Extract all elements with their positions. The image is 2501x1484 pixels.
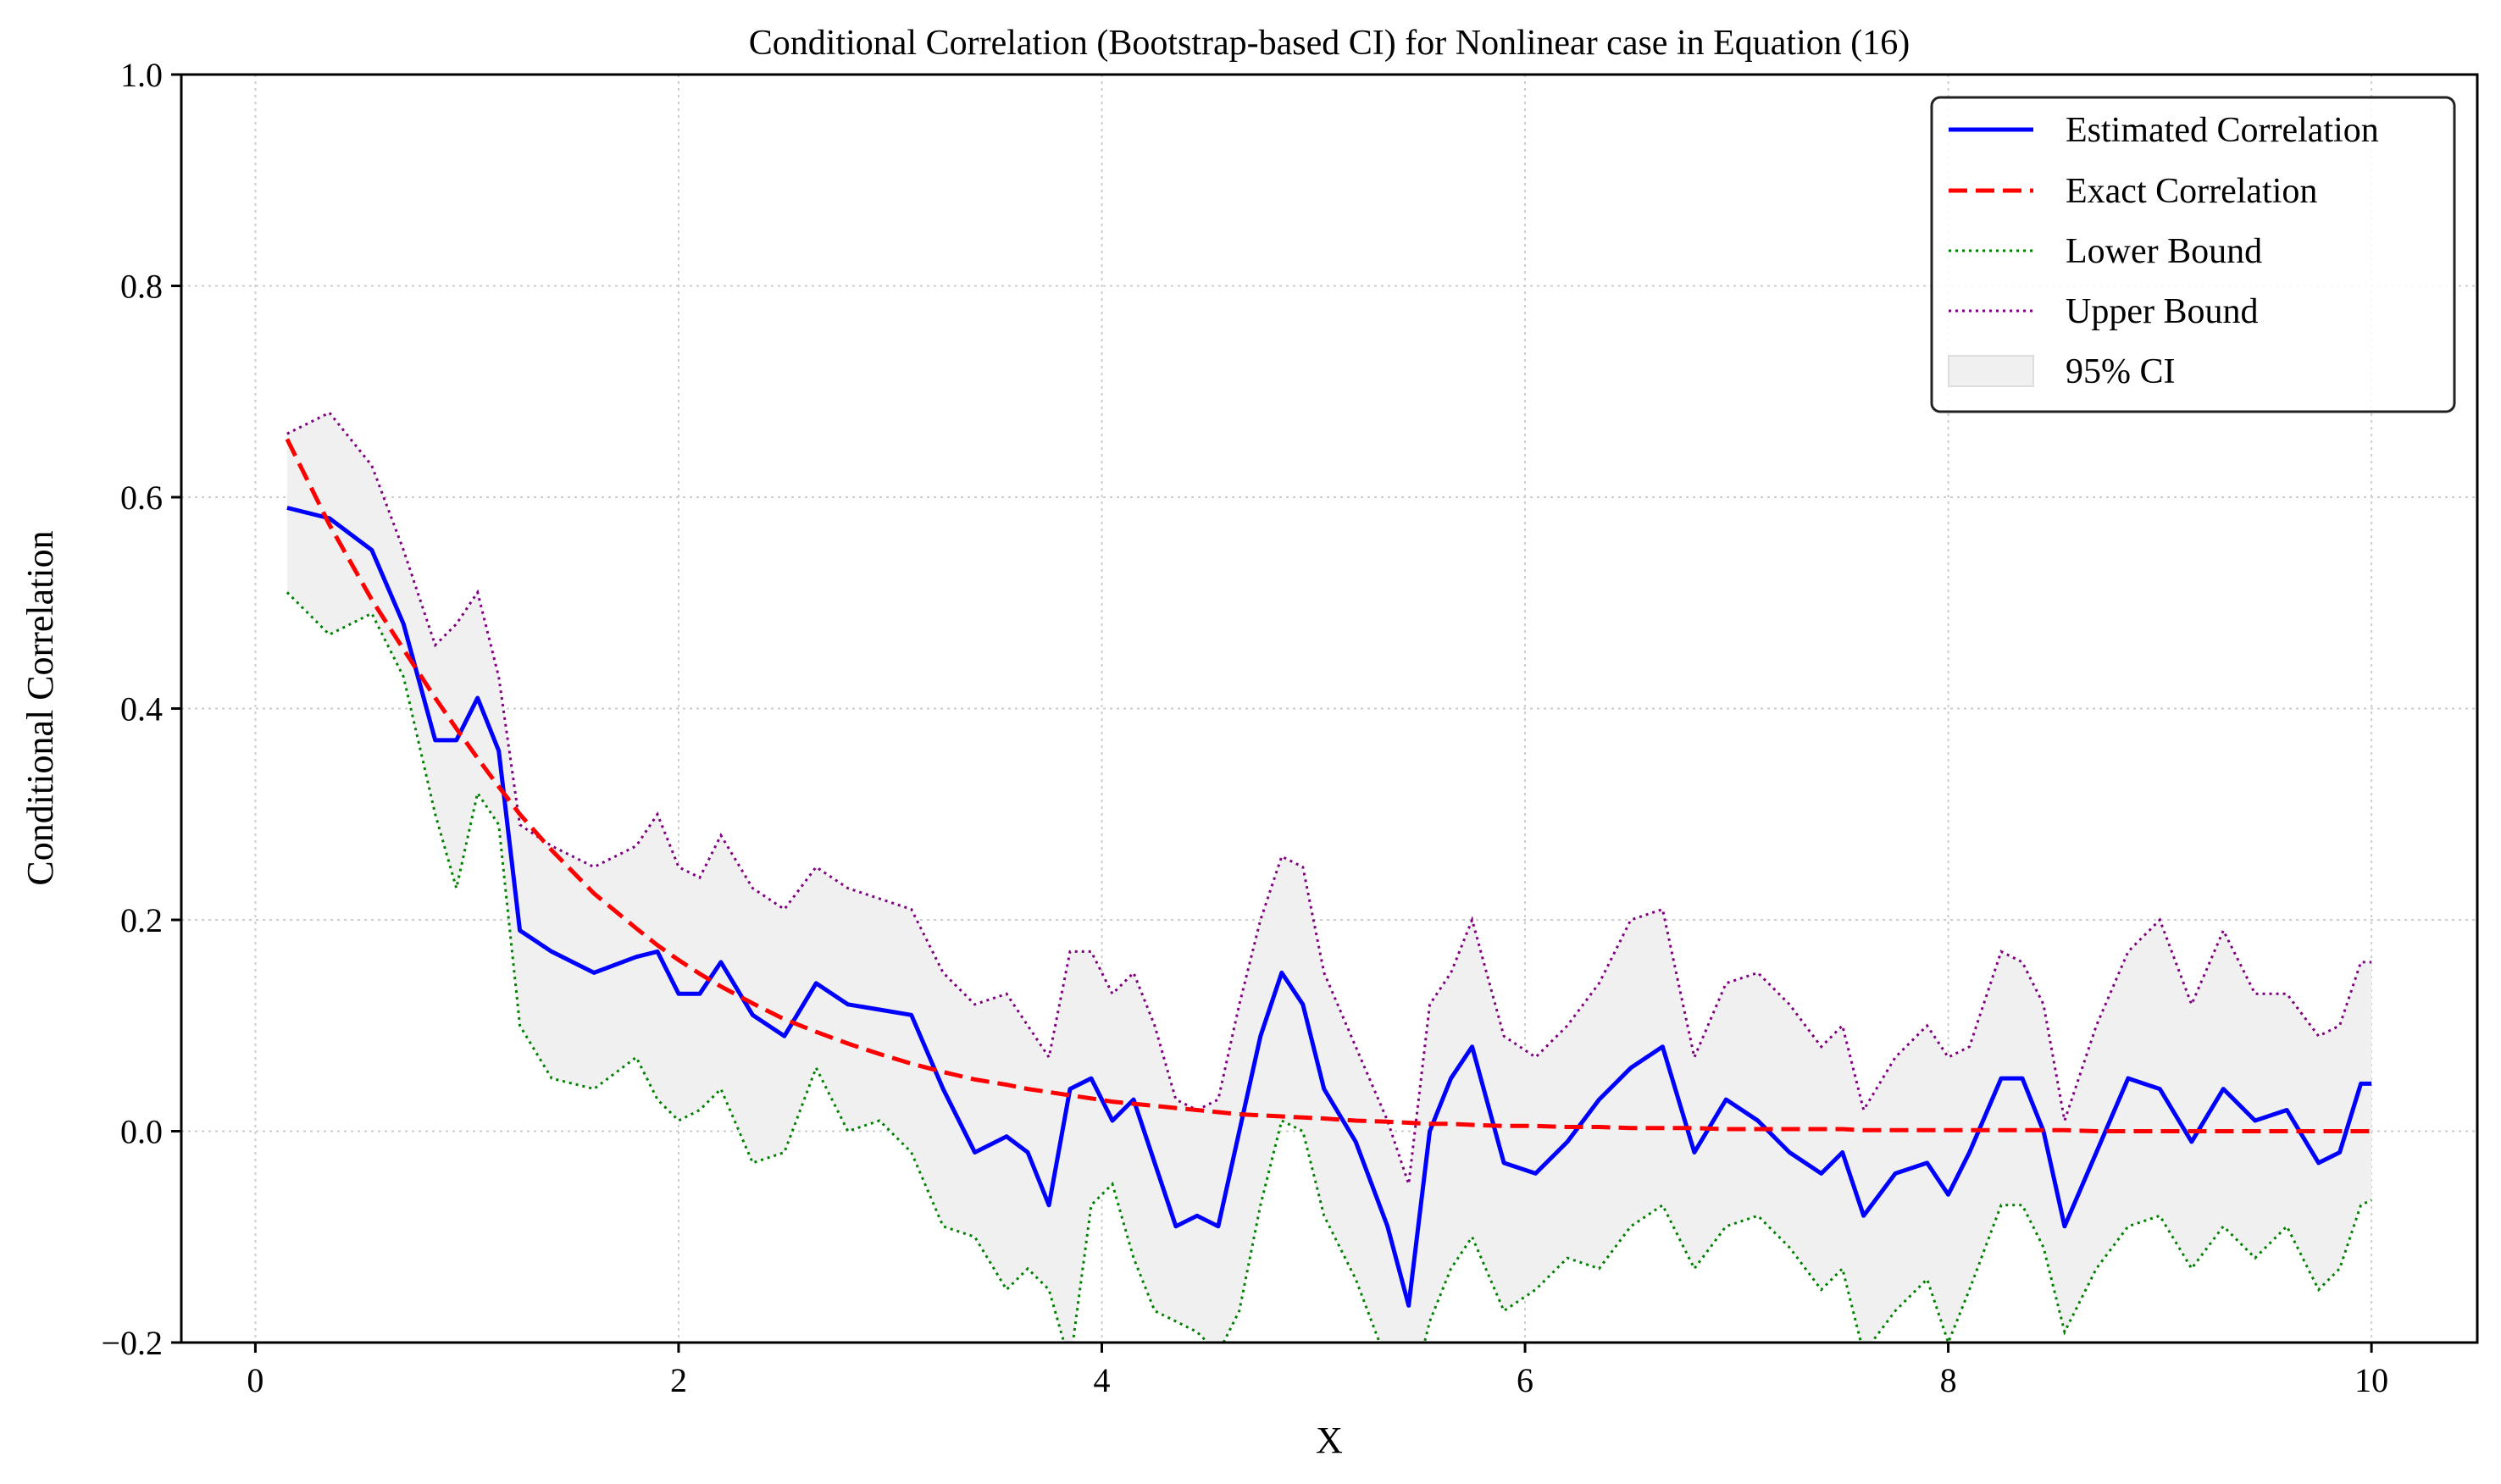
chart-title: Conditional Correlation (Bootstrap-based…: [749, 24, 1910, 63]
plot-area: [285, 411, 2372, 1343]
y-tick-label: 0.6: [120, 479, 163, 517]
legend: Estimated Correlation Exact Correlation …: [1930, 96, 2456, 413]
y-tick-label: 0.4: [120, 690, 163, 728]
legend-label-ci: 95% CI: [2066, 352, 2176, 391]
upper-bound-line: [286, 411, 2372, 1185]
x-tick-label: 2: [670, 1361, 687, 1399]
y-tick-label: 1.0: [120, 56, 163, 94]
x-tick-label: 8: [1940, 1361, 1957, 1399]
legend-swatch-ci: [1948, 355, 2034, 387]
lower-bound-line: [286, 591, 2372, 1343]
y-tick-label: 0.8: [120, 268, 163, 306]
x-tick-label: 6: [1517, 1361, 1533, 1399]
estimated-correlation-line: [286, 506, 2372, 1308]
exact-correlation-line: [285, 438, 2372, 1133]
y-tick-label: 0.0: [120, 1113, 163, 1151]
legend-label-estimated: Estimated Correlation: [2066, 111, 2379, 150]
x-tick-label: 10: [2354, 1361, 2388, 1399]
legend-box: [1930, 96, 2456, 413]
legend-label-exact: Exact Correlation: [2066, 172, 2317, 211]
y-tick-label: −0.2: [101, 1324, 163, 1362]
legend-label-lower: Lower Bound: [2066, 232, 2262, 271]
x-axis-label: X: [1316, 1420, 1343, 1461]
x-tick-label: 4: [1093, 1361, 1110, 1399]
y-tick-label: 0.2: [120, 901, 163, 939]
y-axis-label: Conditional Correlation: [19, 530, 61, 885]
x-tick-label: 0: [247, 1361, 263, 1399]
legend-label-upper: Upper Bound: [2066, 292, 2258, 331]
ci-band: [286, 413, 2372, 1343]
axis-ticks: 0 2 4 6 8 10 −0.2 0.0 0.2 0.4 0.6 0.8 1.0: [101, 56, 2388, 1399]
